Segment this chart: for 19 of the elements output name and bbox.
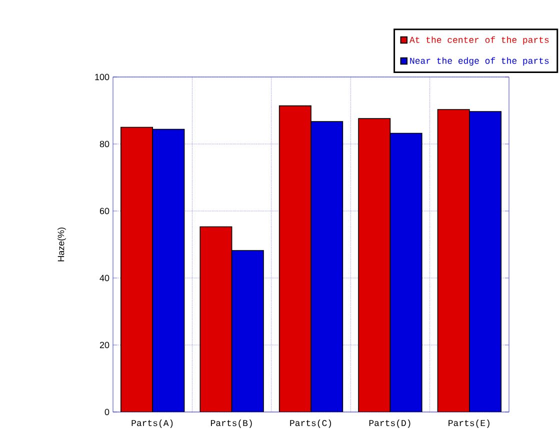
- legend-label: Near the edge of the parts: [410, 57, 549, 66]
- bar: [200, 226, 232, 412]
- x-tick-label: Parts(A): [132, 420, 173, 428]
- y-tick-label: 100: [95, 74, 110, 80]
- y-tick-label: 0: [104, 408, 110, 416]
- bar: [279, 106, 312, 412]
- y-axis-title: Haze(%): [58, 228, 66, 262]
- bar: [358, 118, 390, 412]
- bar: [437, 109, 470, 412]
- x-tick-label: Parts(D): [369, 420, 410, 428]
- bar: [120, 127, 153, 412]
- y-tick-label: 20: [100, 342, 110, 348]
- y-tick-label: 80: [100, 140, 110, 148]
- y-tick-label: 60: [100, 208, 110, 214]
- y-tick-label: 40: [100, 274, 110, 282]
- x-tick-label: Parts(E): [448, 420, 490, 428]
- x-tick-label: Parts(C): [290, 420, 332, 428]
- legend-label: At the center of the parts: [409, 36, 549, 45]
- x-tick-label: Parts(B): [210, 420, 252, 428]
